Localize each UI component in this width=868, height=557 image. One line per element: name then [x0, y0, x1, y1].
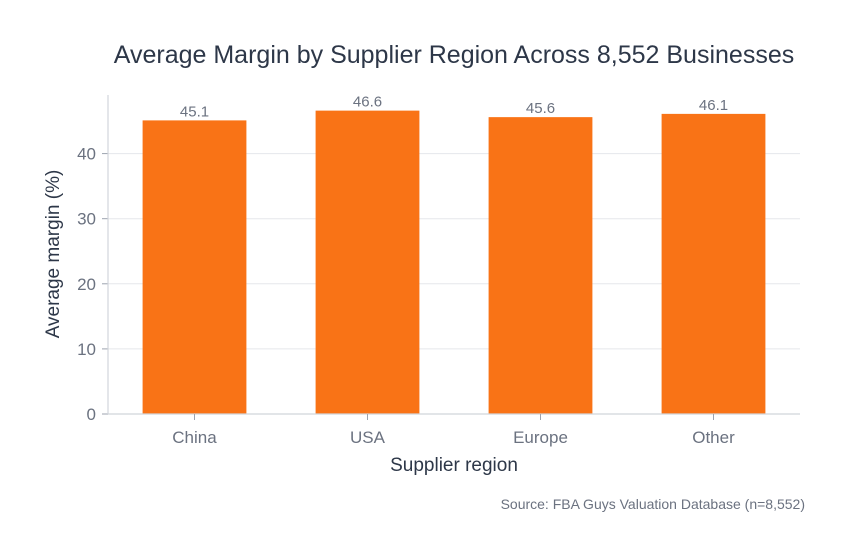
y-tick-label: 10 — [77, 340, 96, 359]
y-tick-label: 40 — [77, 145, 96, 164]
bar-europe — [488, 117, 593, 414]
bars — [142, 110, 766, 415]
x-tick-label: China — [172, 428, 217, 447]
x-tick-label: Europe — [513, 428, 568, 447]
x-axis-label: Supplier region — [390, 455, 518, 476]
y-tick-label: 30 — [77, 210, 96, 229]
data-label: 46.6 — [353, 94, 382, 111]
bar-usa — [315, 110, 420, 415]
source-note: Source: FBA Guys Valuation Database (n=8… — [501, 496, 805, 512]
x-tick-label: USA — [350, 428, 386, 447]
bar-other — [661, 113, 766, 415]
y-axis-label: Average margin (%) — [43, 170, 64, 339]
bar-china — [142, 120, 247, 414]
x-tick-label: Other — [692, 428, 735, 447]
data-labels: 45.1 46.6 45.6 46.1 — [180, 94, 728, 121]
axes: 0 10 20 30 40 China USA Europe Other — [77, 95, 800, 447]
data-label: 45.1 — [180, 103, 209, 120]
data-label: 46.1 — [699, 97, 728, 114]
y-tick-label: 0 — [87, 405, 96, 424]
y-tick-label: 20 — [77, 275, 96, 294]
data-label: 45.6 — [526, 100, 555, 117]
chart-title: Average Margin by Supplier Region Across… — [114, 41, 794, 69]
